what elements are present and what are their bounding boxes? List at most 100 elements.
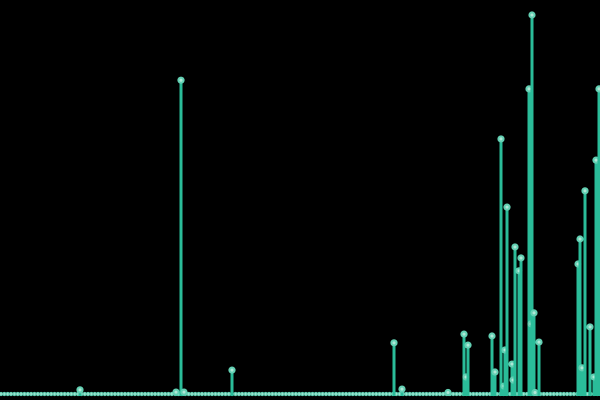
baseline-point-marker-core: [26, 393, 29, 395]
baseline-point-marker-core: [120, 393, 123, 395]
baseline-point-marker-core: [57, 393, 59, 395]
baseline-point-marker-core: [425, 393, 428, 395]
baseline-point-marker-core: [398, 393, 401, 395]
baseline-point-marker-core: [167, 393, 170, 395]
baseline-point-marker-core: [321, 393, 324, 395]
baseline-point-marker-core: [412, 393, 414, 395]
baseline-point-marker-core: [241, 393, 244, 395]
baseline-point-marker-core: [549, 393, 552, 395]
baseline-point-marker-core: [117, 393, 120, 395]
baseline-point-marker-core: [73, 393, 76, 395]
baseline-point-marker-core: [23, 393, 26, 395]
baseline-point-marker-core: [103, 393, 106, 395]
baseline-point-marker-core: [274, 393, 277, 395]
baseline-point-marker-core: [107, 393, 110, 395]
baseline-point-marker-core: [164, 393, 167, 395]
baseline-point-marker-core: [100, 393, 103, 395]
baseline-point-marker-core: [542, 393, 545, 395]
baseline-point-marker-core: [378, 393, 381, 395]
baseline-point-marker-core: [432, 393, 435, 395]
baseline-point-marker-core: [201, 393, 203, 395]
baseline-point-marker-core: [345, 393, 347, 395]
baseline-point-marker-core: [559, 393, 562, 395]
baseline-point-marker-core: [70, 393, 73, 395]
data-point-marker-core: [446, 390, 450, 394]
baseline-point-marker-core: [348, 393, 351, 395]
baseline-point-marker-core: [301, 393, 304, 395]
baseline-point-marker-core: [194, 393, 197, 395]
baseline-point-marker-core: [170, 393, 173, 395]
baseline-point-marker-core: [110, 393, 113, 395]
data-point-marker-core: [490, 334, 494, 338]
baseline-point-marker-core: [278, 393, 280, 395]
data-point-marker-core: [588, 325, 592, 329]
baseline-point-marker-core: [254, 393, 257, 395]
baseline-point-marker-core: [160, 393, 163, 395]
baseline-point-marker-core: [134, 393, 136, 395]
baseline-point-marker-core: [566, 393, 569, 395]
baseline-point-marker-core: [30, 393, 33, 395]
baseline-point-marker-core: [67, 393, 69, 395]
baseline-point-marker-core: [234, 393, 237, 395]
baseline-point-marker-core: [405, 393, 408, 395]
data-point-marker-core: [179, 78, 183, 82]
baseline-point-marker-core: [304, 393, 307, 395]
baseline-point-marker-core: [237, 393, 240, 395]
baseline-point-marker-core: [224, 393, 227, 395]
baseline-point-marker-core: [475, 393, 478, 395]
baseline-point-marker-core: [556, 393, 558, 395]
baseline-point-marker-core: [281, 393, 284, 395]
baseline-point-marker-core: [3, 393, 6, 395]
baseline-point-marker-core: [415, 393, 418, 395]
data-point-marker-core: [400, 387, 404, 391]
baseline-point-marker-core: [522, 393, 525, 395]
data-point-marker-core: [499, 137, 503, 141]
data-point-marker-core: [533, 390, 537, 394]
baseline-point-marker-core: [43, 393, 46, 395]
baseline-point-marker-core: [130, 393, 133, 395]
baseline-point-marker-core: [217, 393, 220, 395]
baseline-point-marker-core: [268, 393, 270, 395]
baseline-point-marker-core: [33, 393, 36, 395]
baseline-point-marker-core: [328, 393, 331, 395]
data-point-marker-core: [597, 87, 600, 91]
baseline-point-marker-core: [47, 393, 49, 395]
baseline-point-marker-core: [16, 393, 19, 395]
baseline-point-marker-core: [6, 393, 9, 395]
baseline-point-marker-core: [40, 393, 43, 395]
data-point-marker-core: [513, 245, 517, 249]
baseline-point-marker-core: [157, 393, 160, 395]
baseline-point-marker-core: [261, 393, 264, 395]
baseline-point-marker-core: [552, 393, 555, 395]
baseline-point-marker-core: [459, 393, 461, 395]
baseline-point-marker-core: [207, 393, 210, 395]
data-point-marker-core: [466, 343, 470, 347]
baseline-point-marker-core: [288, 393, 290, 395]
baseline-point-marker-core: [137, 393, 140, 395]
baseline-point-marker-core: [395, 393, 398, 395]
baseline-point-marker-core: [87, 393, 89, 395]
baseline-point-marker-core: [227, 393, 230, 395]
data-point-marker-core: [537, 340, 541, 344]
baseline-point-marker-core: [338, 393, 341, 395]
baseline-point-marker-core: [211, 393, 213, 395]
baseline-point-marker-core: [20, 393, 22, 395]
baseline-point-marker-core: [294, 393, 297, 395]
baseline-point-marker-core: [358, 393, 361, 395]
data-point-marker-core: [493, 370, 497, 374]
baseline-point-marker-core: [291, 393, 294, 395]
baseline-point-marker-core: [361, 393, 364, 395]
baseline-point-marker-core: [341, 393, 344, 395]
baseline-point-marker-core: [455, 393, 458, 395]
baseline-point-marker-core: [526, 393, 528, 395]
baseline-point-marker-core: [482, 393, 485, 395]
baseline-point-marker-core: [187, 393, 190, 395]
baseline-point-marker-core: [13, 393, 16, 395]
data-point-marker-core: [578, 237, 582, 241]
baseline-point-marker-core: [355, 393, 357, 395]
baseline-point-marker-core: [214, 393, 217, 395]
data-point-marker-core: [519, 256, 523, 260]
data-point-marker-core: [510, 362, 514, 366]
